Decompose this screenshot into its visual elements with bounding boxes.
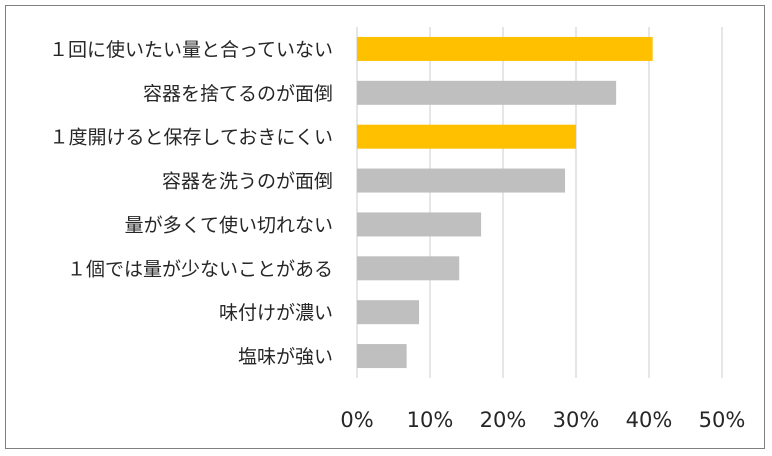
bar [357, 256, 460, 281]
x-tick-label: 20% [480, 408, 527, 432]
x-tick-label: 50% [699, 408, 746, 432]
x-tick-label: 30% [553, 408, 600, 432]
bars [357, 36, 653, 369]
category-label: 容器を捨てるのが面倒 [143, 83, 333, 105]
category-label: １回に使いたい量と合っていない [49, 39, 333, 61]
category-label: １個では量が少ないことがある [67, 258, 333, 280]
category-label: 塩味が強い [238, 346, 333, 368]
category-label: 量が多くて使い切れない [125, 214, 333, 236]
x-tick-labels: 0% 10% 20% 30% 40% 50% [340, 408, 745, 432]
category-label: １度開けると保存しておきにくい [50, 127, 333, 149]
bar [357, 300, 420, 325]
bar [357, 124, 576, 149]
gridlines [356, 27, 723, 378]
bar [357, 344, 407, 369]
category-label: 味付けが濃い [219, 302, 333, 324]
x-tick-label: 0% [340, 408, 373, 432]
bar [357, 168, 566, 193]
x-tick-label: 10% [407, 408, 454, 432]
x-tick-label: 40% [626, 408, 673, 432]
bar [357, 36, 653, 61]
bar [357, 80, 617, 105]
category-label: 容器を洗うのが面倒 [162, 171, 333, 193]
bar [357, 212, 482, 237]
